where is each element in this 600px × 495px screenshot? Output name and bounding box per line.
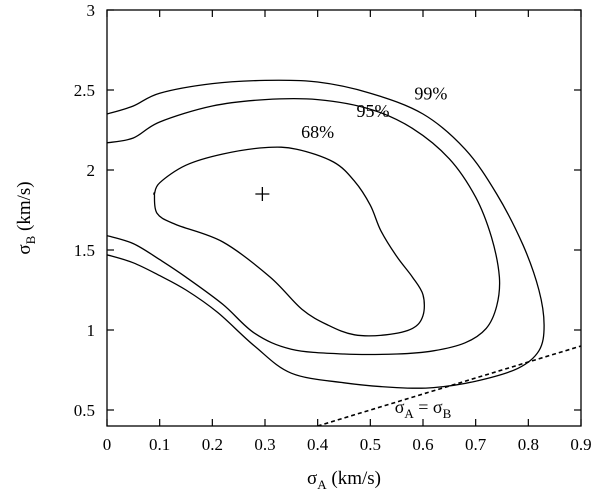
y-tick-label: 2 [87, 161, 96, 180]
y-tick-label: 0.5 [74, 401, 95, 420]
labels-layer: 68% 95% 99% σA = σB σA (km/s) σB (km/s) [14, 84, 452, 492]
y-tick-label: 1 [87, 321, 96, 340]
best-fit-marker [255, 187, 270, 201]
contour-99-label: 99% [414, 84, 447, 104]
x-tick-label: 0.2 [202, 435, 223, 454]
x-tick-label: 0.4 [307, 435, 329, 454]
y-tick-label: 1.5 [74, 241, 95, 260]
x-tick-label: 0.3 [254, 435, 275, 454]
plot-frame [106, 9, 582, 427]
x-axis-ticks: 0 0.1 0.2 0.3 0.4 0.5 0.6 0.7 0.8 0.9 [103, 10, 592, 454]
y-axis-label: σB (km/s) [14, 181, 38, 254]
contours-layer [107, 79, 545, 389]
y-tick-label: 2.5 [74, 81, 95, 100]
contour-95-line [107, 97, 501, 356]
x-tick-label: 0.6 [412, 435, 433, 454]
contour-68-label: 68% [301, 122, 334, 142]
equality-line-label: σA = σB [395, 397, 452, 421]
x-tick-label: 0.8 [518, 435, 539, 454]
reference-line-layer [317, 345, 581, 426]
x-tick-label: 0.9 [570, 435, 591, 454]
y-axis-ticks: 0.5 1 1.5 2 2.5 3 [74, 1, 581, 420]
x-tick-label: 0.5 [360, 435, 381, 454]
contour-68-line [153, 146, 425, 337]
x-tick-label: 0 [103, 435, 112, 454]
x-axis-label: σA (km/s) [307, 468, 381, 492]
y-tick-label: 3 [87, 1, 96, 20]
contour-99-line [107, 79, 545, 389]
x-tick-label: 0.1 [149, 435, 170, 454]
x-tick-label: 0.7 [465, 435, 487, 454]
contour-95-label: 95% [356, 101, 389, 121]
equality-reference-line [317, 345, 581, 426]
